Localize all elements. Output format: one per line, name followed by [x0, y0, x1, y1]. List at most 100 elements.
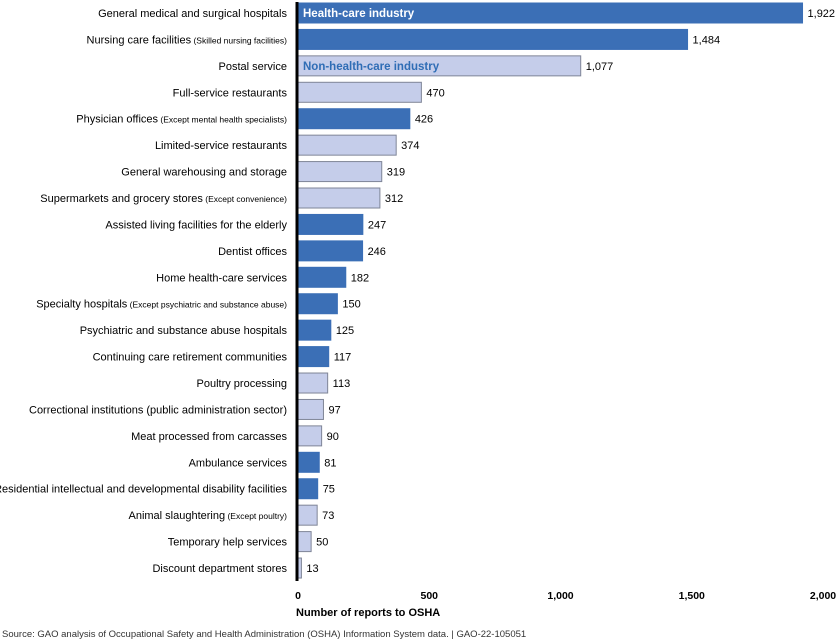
- bar: [297, 134, 397, 156]
- category-label: Animal slaughtering (Except poultry): [128, 510, 287, 522]
- source-note: Source: GAO analysis of Occupational Saf…: [2, 629, 527, 640]
- category-label-main: Poultry processing: [197, 378, 288, 390]
- bar: [297, 478, 319, 500]
- value-label: 81: [324, 457, 336, 469]
- value-label: 374: [401, 140, 419, 152]
- category-label-main: Correctional institutions (public admini…: [29, 404, 287, 416]
- category-label: Dentist offices: [218, 246, 287, 258]
- category-label-note: (Except convenience): [203, 194, 287, 204]
- value-label: 75: [323, 484, 335, 496]
- value-label: 113: [333, 378, 351, 390]
- bar: [297, 372, 329, 394]
- category-label-main: Assisted living facilities for the elder…: [105, 219, 287, 231]
- bar: [297, 451, 320, 473]
- x-tick-label: 2,000: [810, 590, 836, 602]
- category-label-note: (Except psychiatric and substance abuse): [127, 300, 287, 310]
- bar: [297, 504, 318, 526]
- value-label: 182: [351, 272, 369, 284]
- value-label: 1,077: [586, 61, 614, 73]
- x-tick-label: 1,500: [679, 590, 705, 602]
- bar: [297, 213, 364, 235]
- bar: [297, 425, 323, 447]
- category-label-main: Dentist offices: [218, 246, 287, 258]
- category-label-note: (Skilled nursing facilities): [191, 35, 287, 45]
- legend-non-health-care: Non-health-care industry: [303, 61, 440, 73]
- category-label-main: Meat processed from carcasses: [131, 431, 287, 443]
- bar: [297, 81, 422, 103]
- legend-health-care: Health-care industry: [303, 8, 415, 20]
- x-tick-label: 500: [420, 590, 438, 602]
- category-label-main: Continuing care retirement communities: [93, 352, 288, 364]
- category-label: Home health-care services: [156, 272, 287, 284]
- category-label: General medical and surgical hospitals: [98, 8, 287, 20]
- category-label: Limited-service restaurants: [155, 140, 288, 152]
- category-label: Physician offices (Except mental health …: [76, 114, 287, 126]
- value-label: 426: [415, 114, 433, 126]
- category-label: Meat processed from carcasses: [131, 431, 287, 443]
- value-label: 319: [387, 167, 405, 179]
- value-label: 1,922: [808, 8, 836, 20]
- value-label: 13: [306, 563, 318, 575]
- category-label-main: Ambulance services: [189, 457, 288, 469]
- value-label: 1,484: [693, 34, 721, 46]
- category-label: Discount department stores: [152, 563, 287, 575]
- x-tick-label: 1,000: [547, 590, 573, 602]
- value-label: 470: [426, 87, 444, 99]
- bar: [297, 319, 332, 341]
- bar: [297, 398, 324, 420]
- category-label: Postal service: [219, 61, 287, 73]
- category-label-main: Residential intellectual and development…: [0, 484, 287, 496]
- category-label-main: Temporary help services: [168, 537, 288, 549]
- category-label: Nursing care facilities (Skilled nursing…: [87, 34, 288, 46]
- x-tick-label: 0: [295, 590, 301, 602]
- category-label-main: General medical and surgical hospitals: [98, 8, 287, 20]
- bar: [297, 240, 364, 262]
- category-label: Assisted living facilities for the elder…: [105, 219, 287, 231]
- category-label: Correctional institutions (public admini…: [29, 404, 287, 416]
- category-label: Supermarkets and grocery stores (Except …: [40, 193, 287, 205]
- value-label: 312: [385, 193, 403, 205]
- value-label: 73: [322, 510, 334, 522]
- bar: [297, 28, 689, 50]
- bar: [297, 293, 338, 315]
- value-label: 125: [336, 325, 354, 337]
- value-label: 90: [327, 431, 339, 443]
- bar: [297, 346, 330, 368]
- value-label: 247: [368, 219, 386, 231]
- category-label-main: Home health-care services: [156, 272, 287, 284]
- category-label-main: Physician offices: [76, 114, 158, 126]
- category-label-main: General warehousing and storage: [121, 167, 287, 179]
- category-label: Residential intellectual and development…: [0, 484, 287, 496]
- category-label-main: Limited-service restaurants: [155, 140, 288, 152]
- value-label: 50: [316, 537, 328, 549]
- bar: [297, 266, 347, 288]
- category-label: Ambulance services: [189, 457, 288, 469]
- category-label: General warehousing and storage: [121, 167, 287, 179]
- bar: [297, 161, 383, 183]
- bar: [297, 108, 411, 130]
- category-label: Psychiatric and substance abuse hospital…: [80, 325, 288, 337]
- bar: [297, 557, 302, 579]
- value-label: 117: [334, 352, 352, 364]
- bar-chart: 1,922 General medical and surgical hospit…: [0, 2, 836, 619]
- category-label: Specialty hospitals (Except psychiatric …: [36, 299, 287, 311]
- category-label-main: Discount department stores: [152, 563, 287, 575]
- category-label-main: Postal service: [219, 61, 287, 73]
- category-label: Temporary help services: [168, 537, 288, 549]
- x-axis-label: Number of reports to OSHA: [296, 607, 440, 619]
- category-label-main: Specialty hospitals: [36, 299, 128, 311]
- category-label-note: (Except poultry): [225, 511, 287, 521]
- value-label: 150: [342, 299, 360, 311]
- category-label-main: Nursing care facilities: [87, 34, 192, 46]
- category-label: Poultry processing: [197, 378, 288, 390]
- category-label: Continuing care retirement communities: [93, 352, 288, 364]
- value-label: 246: [368, 246, 386, 258]
- category-label-main: Full-service restaurants: [173, 87, 288, 99]
- category-label-main: Supermarkets and grocery stores: [40, 193, 203, 205]
- category-label: Full-service restaurants: [173, 87, 288, 99]
- bar: [297, 187, 381, 209]
- value-label: 97: [328, 404, 340, 416]
- bar: [297, 531, 312, 553]
- category-label-main: Psychiatric and substance abuse hospital…: [80, 325, 288, 337]
- category-label-note: (Except mental health specialists): [158, 115, 287, 125]
